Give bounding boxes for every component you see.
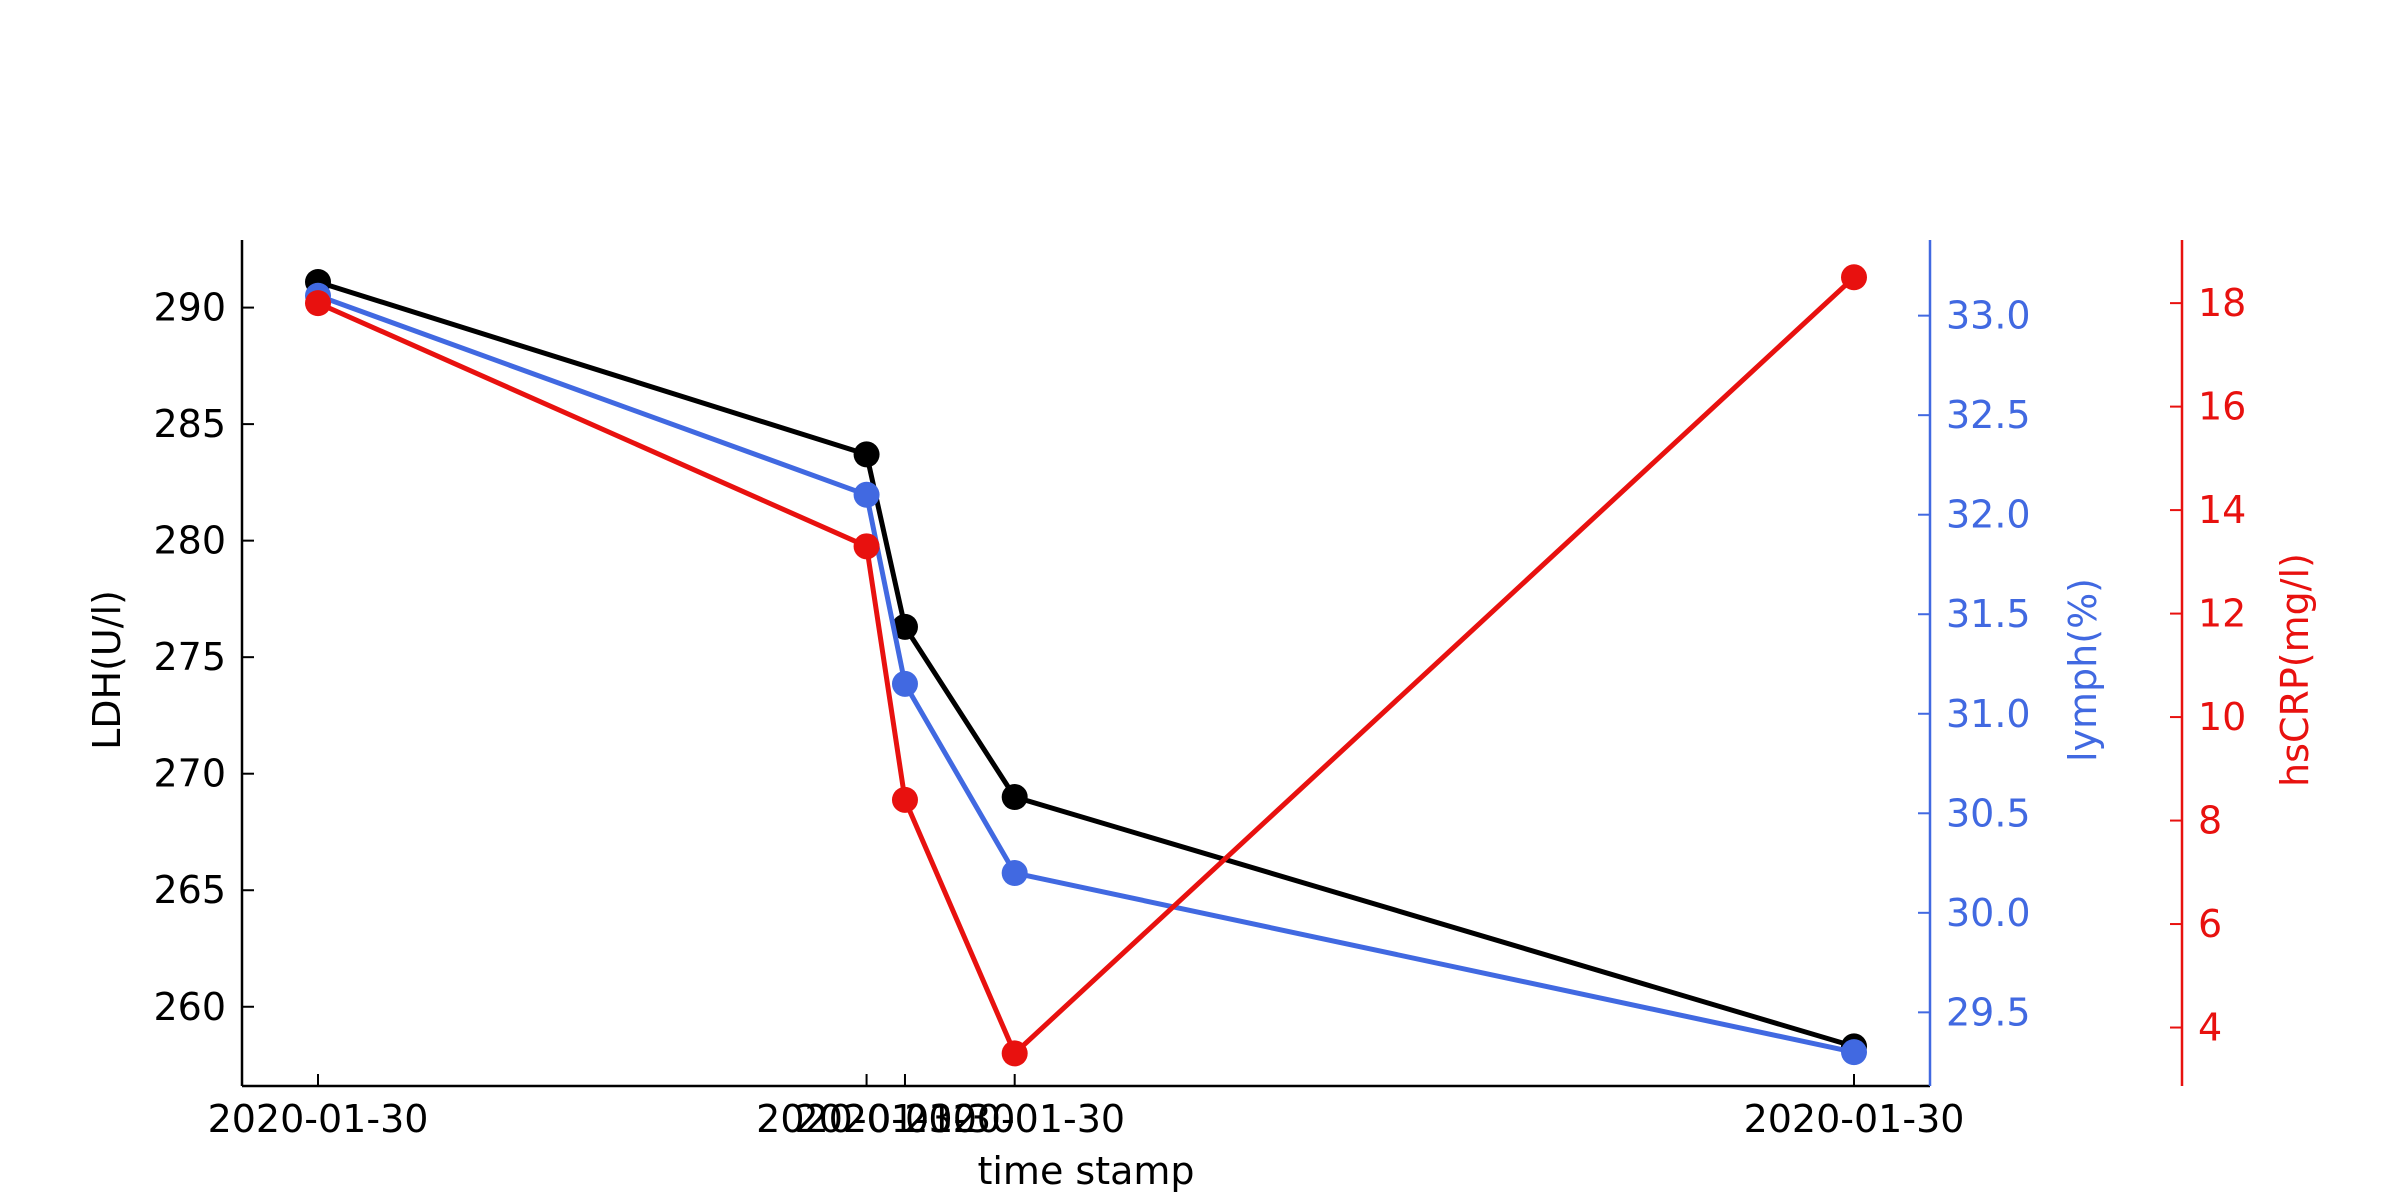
hscrp-data-point xyxy=(305,290,331,317)
hscrp-axis-title: hsCRP(mg/l) xyxy=(2273,553,2317,787)
ldh-data-point xyxy=(853,441,880,468)
hscrp-tick-label: 6 xyxy=(2198,902,2222,946)
hscrp-data-point xyxy=(1841,264,1867,291)
hscrp-data-point xyxy=(1001,1040,1028,1067)
ldh-tick-label: 270 xyxy=(153,752,226,796)
x-axis-title: time stamp xyxy=(977,1149,1194,1193)
hscrp-series-line xyxy=(316,275,1856,1056)
ldh-tick-label: 290 xyxy=(153,286,226,330)
lymph-tick-label: 33.0 xyxy=(1946,294,2031,338)
lymph-tick-label: 32.5 xyxy=(1946,393,2031,437)
lymph-tick-label: 30.0 xyxy=(1946,891,2031,935)
hscrp-tick-label: 8 xyxy=(2198,799,2222,843)
lymph-axis-title: lymph(%) xyxy=(2061,578,2105,762)
lymph-series-line xyxy=(317,293,1855,1055)
hscrp-tick-label: 14 xyxy=(2198,488,2246,532)
ldh-tick-label: 285 xyxy=(153,402,226,446)
ldh-axis-title: LDH(U/l) xyxy=(85,590,129,750)
ldh-data-point xyxy=(891,613,918,640)
x-tick-label: 2020-01-30 xyxy=(1744,1097,1965,1141)
x-tick-label: 2020-01-30 xyxy=(904,1097,1125,1141)
hscrp-tick-label: 4 xyxy=(2198,1006,2222,1050)
x-tick-label: 2020-01-30 xyxy=(208,1097,429,1141)
hscrp-tick-label: 16 xyxy=(2198,385,2246,429)
ldh-tick-label: 260 xyxy=(153,985,226,1029)
lymph-tick-label: 29.5 xyxy=(1946,990,2031,1034)
ldh-series-line xyxy=(317,279,1855,1049)
hscrp-tick-label: 10 xyxy=(2198,695,2246,739)
lymph-data-point xyxy=(1841,1039,1867,1066)
hscrp-data-point xyxy=(891,786,918,813)
lymph-tick-label: 31.0 xyxy=(1946,692,2031,736)
ldh-tick-label: 280 xyxy=(153,519,226,563)
ldh-tick-label: 275 xyxy=(153,635,226,679)
axes-layer: 2020-01-30 2020-01-302020-01-302020-01-30… xyxy=(153,240,2246,1141)
lymph-tick-label: 31.5 xyxy=(1946,592,2031,636)
hscrp-tick-label: 18 xyxy=(2198,281,2246,325)
ldh-data-point xyxy=(1001,784,1028,811)
x-tick-label: 2020-01-30 xyxy=(795,1097,1016,1141)
lymph-tick-label: 30.5 xyxy=(1946,791,2031,835)
lymph-data-point xyxy=(853,481,880,508)
hscrp-data-point xyxy=(853,533,880,560)
lymph-tick-label: 32.0 xyxy=(1946,493,2031,537)
hscrp-tick-label: 12 xyxy=(2198,592,2246,636)
series-layer xyxy=(305,264,1867,1067)
lymph-data-point xyxy=(891,670,918,697)
ldh-tick-label: 265 xyxy=(153,868,226,912)
x-tick-label: 2020-01-30 xyxy=(756,1097,977,1141)
lymph-data-point xyxy=(1001,860,1028,887)
